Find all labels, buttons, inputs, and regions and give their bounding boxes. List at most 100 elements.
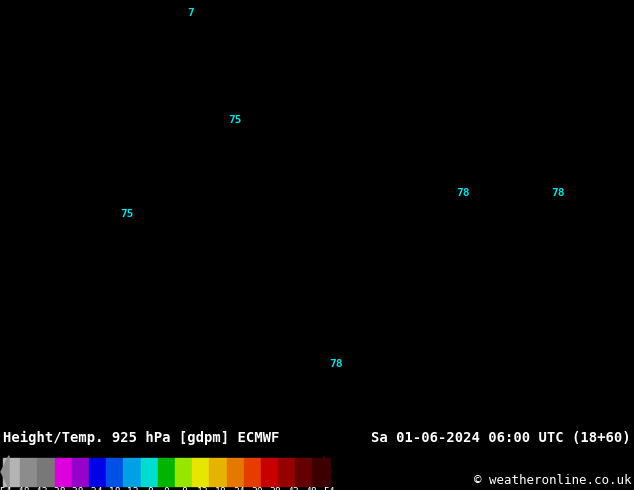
- Text: 4: 4: [242, 257, 247, 266]
- Text: 6: 6: [339, 162, 344, 171]
- Text: 4: 4: [593, 304, 598, 313]
- Text: 4: 4: [169, 13, 174, 22]
- Text: 1: 1: [605, 312, 610, 320]
- Text: 1: 1: [503, 0, 507, 6]
- Text: 1: 1: [121, 84, 126, 93]
- Text: 3: 3: [145, 13, 150, 22]
- Text: 5: 5: [321, 68, 325, 77]
- Text: 5: 5: [302, 210, 307, 219]
- Text: 3: 3: [581, 154, 586, 164]
- Text: 1: 1: [212, 280, 216, 289]
- Text: 1: 1: [212, 312, 216, 320]
- Text: 1: 1: [18, 304, 22, 313]
- Text: 3: 3: [321, 37, 325, 46]
- Text: 7: 7: [605, 398, 610, 407]
- Text: 6: 6: [411, 257, 417, 266]
- Text: 0: 0: [454, 421, 458, 431]
- Text: 1: 1: [593, 115, 598, 124]
- Text: 2: 2: [42, 288, 47, 297]
- Text: 0: 0: [176, 218, 180, 226]
- Text: 0: 0: [339, 374, 344, 383]
- Text: 8: 8: [406, 265, 410, 273]
- Text: 0: 0: [351, 390, 356, 399]
- Text: 9: 9: [406, 68, 410, 77]
- Text: 2: 2: [133, 351, 138, 360]
- Text: 2: 2: [569, 343, 574, 352]
- Text: 4: 4: [521, 335, 526, 344]
- Text: 5: 5: [406, 241, 410, 250]
- Text: 5: 5: [339, 225, 344, 234]
- Text: 0: 0: [169, 186, 174, 195]
- Text: 0: 0: [115, 288, 119, 297]
- Text: 1: 1: [193, 374, 198, 383]
- Text: 7: 7: [503, 154, 507, 164]
- Text: 1: 1: [181, 162, 186, 171]
- Text: 7: 7: [430, 210, 434, 219]
- Text: 5: 5: [357, 249, 362, 258]
- Text: 4: 4: [545, 178, 550, 187]
- Text: 0: 0: [145, 139, 150, 148]
- Text: 3: 3: [6, 218, 10, 226]
- Text: 6: 6: [484, 37, 489, 46]
- Text: 1: 1: [533, 280, 538, 289]
- Text: 3: 3: [260, 60, 265, 69]
- Text: 8: 8: [454, 225, 458, 234]
- Text: 7: 7: [460, 29, 465, 38]
- Text: 4: 4: [309, 312, 313, 320]
- Text: 5: 5: [406, 249, 410, 258]
- Text: 6: 6: [314, 170, 320, 179]
- Text: 75: 75: [120, 209, 134, 219]
- Text: 1: 1: [630, 319, 634, 328]
- Text: 1: 1: [569, 327, 574, 336]
- Text: 2: 2: [363, 37, 368, 46]
- Text: 0: 0: [163, 76, 168, 85]
- Text: 5: 5: [460, 210, 465, 219]
- Text: 5: 5: [490, 280, 495, 289]
- Text: 1: 1: [224, 241, 228, 250]
- Text: 5: 5: [339, 194, 344, 203]
- Text: 5: 5: [508, 5, 513, 14]
- Text: 1: 1: [424, 390, 429, 399]
- Text: 5: 5: [496, 21, 501, 30]
- Text: 8: 8: [442, 265, 446, 273]
- Text: 1: 1: [18, 249, 22, 258]
- Text: 3: 3: [339, 296, 344, 305]
- Text: 1: 1: [260, 68, 265, 77]
- Text: 2: 2: [139, 21, 144, 30]
- Text: 1: 1: [48, 312, 53, 320]
- Text: 1: 1: [503, 398, 507, 407]
- Text: 4: 4: [0, 202, 4, 211]
- Text: 1: 1: [593, 186, 598, 195]
- Text: 0: 0: [133, 52, 138, 61]
- Text: 0: 0: [79, 233, 83, 242]
- Text: 1: 1: [411, 382, 417, 391]
- Text: 2: 2: [545, 170, 550, 179]
- Text: 8: 8: [472, 225, 477, 234]
- Text: 6: 6: [290, 99, 295, 109]
- Text: 0: 0: [42, 92, 47, 101]
- Text: 6: 6: [302, 202, 307, 211]
- Text: 5: 5: [442, 99, 446, 109]
- Text: 0: 0: [103, 194, 107, 203]
- Text: 0: 0: [127, 99, 131, 109]
- Text: 3: 3: [84, 288, 89, 297]
- Text: 1: 1: [108, 265, 113, 273]
- Text: 5: 5: [72, 398, 77, 407]
- Text: 5: 5: [230, 374, 235, 383]
- Text: 4: 4: [217, 406, 223, 415]
- Text: 0: 0: [133, 92, 138, 101]
- Text: 8: 8: [484, 45, 489, 53]
- Text: 0: 0: [460, 390, 465, 399]
- Text: 2: 2: [145, 312, 150, 320]
- Text: 9: 9: [327, 218, 332, 226]
- Text: 5: 5: [133, 421, 138, 431]
- Text: 1: 1: [587, 186, 592, 195]
- Text: 1: 1: [242, 84, 247, 93]
- Text: 1: 1: [193, 0, 198, 6]
- Text: 1: 1: [84, 304, 89, 313]
- Text: 7: 7: [0, 398, 4, 407]
- Text: 1: 1: [618, 131, 622, 140]
- Text: 1: 1: [224, 414, 228, 423]
- Text: 78: 78: [551, 188, 565, 197]
- Text: 0: 0: [36, 37, 41, 46]
